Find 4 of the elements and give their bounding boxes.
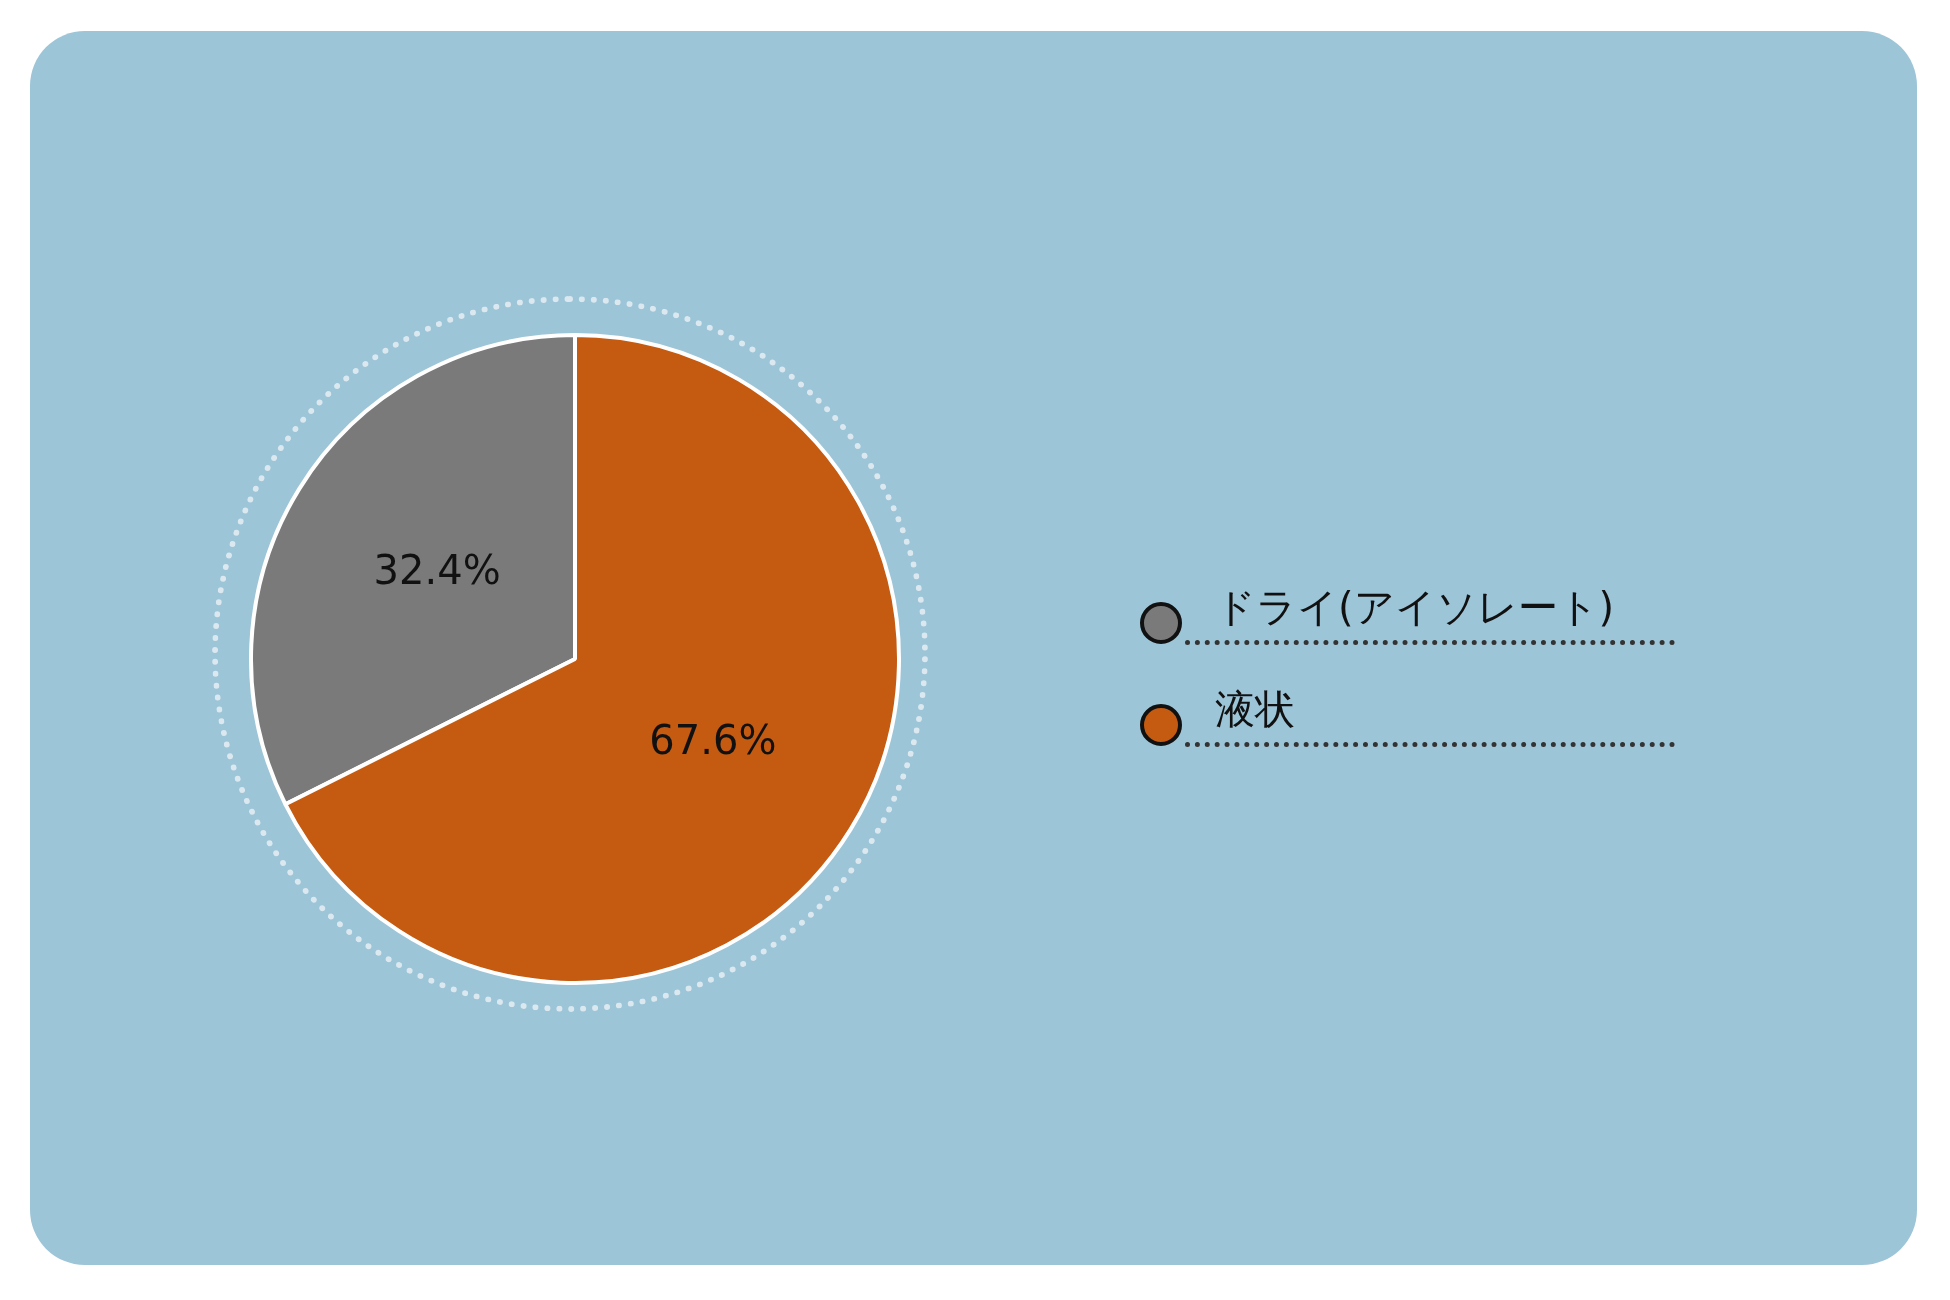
legend-label: 液状 [1215,685,1295,734]
data-label: 67.6% [649,717,777,764]
legend-label: ドライ(アイソレート) [1215,583,1615,632]
data-label: 32.4% [373,547,501,594]
